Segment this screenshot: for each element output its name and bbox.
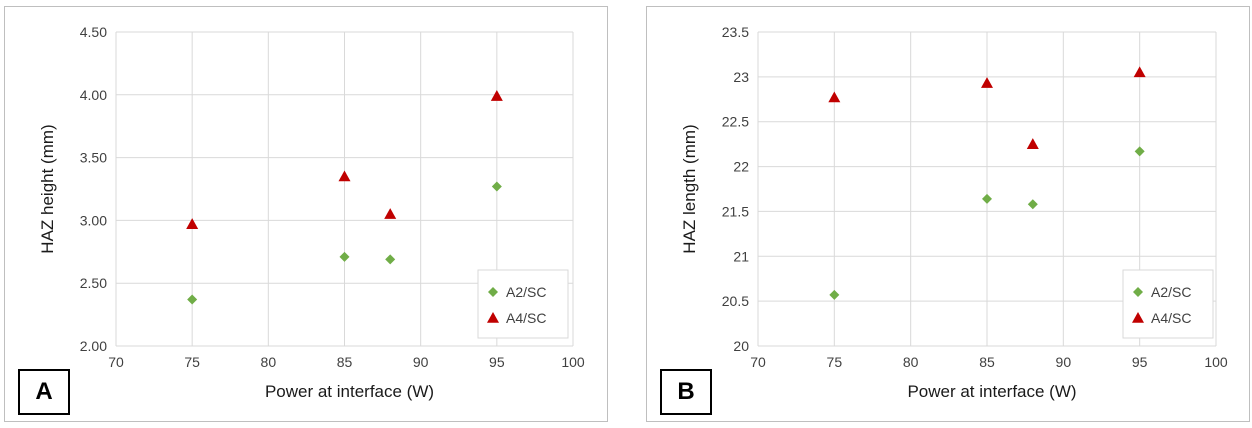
legend-label: A4/SC xyxy=(506,310,546,326)
x-axis-title: Power at interface (W) xyxy=(265,382,434,401)
x-tick-label: 85 xyxy=(337,354,353,370)
y-tick-label: 3.00 xyxy=(80,212,107,228)
data-point-a4-sc xyxy=(1026,138,1039,149)
data-point-a2-sc xyxy=(385,254,396,265)
y-tick-label: 3.50 xyxy=(80,150,107,166)
x-tick-label: 75 xyxy=(827,354,843,370)
y-tick-label: 22.5 xyxy=(722,114,749,130)
x-tick-label: 100 xyxy=(1204,354,1228,370)
data-point-a4-sc xyxy=(186,218,199,229)
legend-triangle-icon xyxy=(487,312,499,323)
x-tick-label: 90 xyxy=(413,354,429,370)
y-tick-label: 4.50 xyxy=(80,24,107,40)
y-tick-label: 21.5 xyxy=(722,203,749,219)
x-tick-label: 85 xyxy=(979,354,995,370)
panel-label-a: A xyxy=(18,369,70,415)
legend-diamond-icon xyxy=(1133,287,1143,297)
panel-label-b: B xyxy=(660,369,712,415)
x-tick-label: 100 xyxy=(561,354,585,370)
data-point-a4-sc xyxy=(384,208,397,219)
chart-panel-a: 70 75 80 85 90 95 100 2.00 2.50 3.00 3.50 4.00 4.50 P… xyxy=(4,6,608,422)
x-axis-title: Power at interface (W) xyxy=(907,382,1076,401)
x-tick-label: 95 xyxy=(1132,354,1148,370)
data-point-a4-sc xyxy=(981,77,993,88)
legend-diamond-icon xyxy=(488,287,498,297)
x-tick-label: 80 xyxy=(903,354,919,370)
y-tick-label: 4.00 xyxy=(80,87,107,103)
scatter-chart-b: 70 75 80 85 90 95 100 20 20.5 21 21.5 22 22.5 23 23.5 P… xyxy=(680,24,1228,401)
y-tick-label: 23.5 xyxy=(722,24,749,40)
legend-triangle-icon xyxy=(1132,312,1144,323)
x-tick-label: 80 xyxy=(261,354,277,370)
data-point-a2-sc xyxy=(1027,199,1038,210)
legend-box xyxy=(477,269,569,339)
y-tick-label: 20.5 xyxy=(722,293,749,309)
data-point-a4-sc xyxy=(1133,66,1146,78)
y-tick-label: 21 xyxy=(733,248,749,264)
y-tick-label: 2.50 xyxy=(80,275,107,291)
data-point-a2-sc xyxy=(339,251,350,262)
data-point-a4-sc xyxy=(338,170,351,182)
scatter-chart-a: 70 75 80 85 90 95 100 2.00 2.50 3.00 3.50 4.00 4.50 P… xyxy=(38,24,585,401)
legend-box xyxy=(1122,269,1214,339)
legend-label: A2/SC xyxy=(1151,284,1191,300)
y-tick-label: 20 xyxy=(733,338,749,354)
legend-label: A2/SC xyxy=(506,284,546,300)
x-tick-label: 70 xyxy=(750,354,766,370)
x-tick-label: 75 xyxy=(184,354,200,370)
y-tick-label: 2.00 xyxy=(80,338,107,354)
data-point-a2-sc xyxy=(491,181,502,192)
x-tick-label: 70 xyxy=(108,354,124,370)
y-tick-label: 22 xyxy=(733,159,749,175)
x-tick-label: 95 xyxy=(489,354,505,370)
y-axis-title: HAZ length (mm) xyxy=(680,124,699,253)
y-axis-title: HAZ height (mm) xyxy=(38,124,57,253)
x-tick-label: 90 xyxy=(1056,354,1072,370)
data-point-a2-sc xyxy=(1134,146,1145,157)
data-point-a2-sc xyxy=(187,294,198,305)
data-point-a4-sc xyxy=(828,91,841,103)
legend-label: A4/SC xyxy=(1151,310,1191,326)
data-point-a2-sc xyxy=(829,289,840,300)
data-point-a4-sc xyxy=(490,90,503,101)
data-point-a2-sc xyxy=(982,193,992,204)
chart-panel-b: 70 75 80 85 90 95 100 20 20.5 21 21.5 22 22.5 23 23.5 P… xyxy=(646,6,1250,422)
y-tick-label: 23 xyxy=(733,69,749,85)
